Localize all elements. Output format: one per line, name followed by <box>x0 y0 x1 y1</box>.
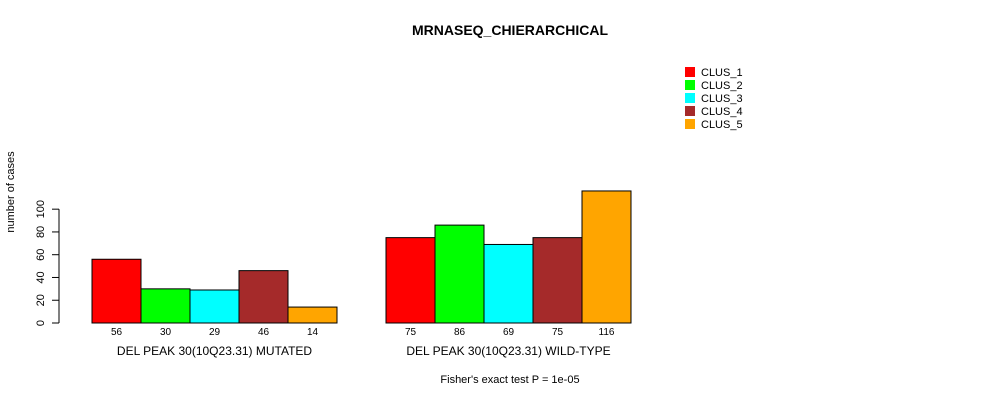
bar-value-label: 14 <box>307 327 319 338</box>
legend-label: CLUS_1 <box>701 67 743 79</box>
legend-label: CLUS_2 <box>701 80 743 92</box>
bar <box>434 224 485 324</box>
bar-value-label: 75 <box>405 327 417 338</box>
footnote: Fisher's exact test P = 1e-05 <box>440 374 579 386</box>
bar <box>483 243 534 324</box>
bar-value-label: 56 <box>111 327 123 338</box>
bar-value-label: 29 <box>209 327 221 338</box>
category-label: DEL PEAK 30(10Q23.31) MUTATED <box>117 344 313 358</box>
y-tick-label: 20 <box>35 294 47 306</box>
legend-swatch <box>685 80 695 90</box>
bar <box>238 270 289 324</box>
legend-label: CLUS_3 <box>701 93 743 105</box>
bar <box>189 289 240 324</box>
y-axis-label: number of cases <box>5 151 17 233</box>
legend-swatch <box>685 106 695 116</box>
bar-value-label: 46 <box>258 327 270 338</box>
bars: 56 30 29 46 14 DEL PEAK 30(10Q23.31) MUTATED 7… <box>91 190 632 358</box>
y-tick-label: 60 <box>35 249 47 261</box>
bar <box>91 258 142 324</box>
bar-value-label: 86 <box>454 327 466 338</box>
legend-label: CLUS_5 <box>701 119 743 131</box>
bar <box>581 190 632 324</box>
y-tick-label: 0 <box>35 320 47 326</box>
bar <box>287 306 338 324</box>
bar <box>532 237 583 324</box>
bar <box>385 237 436 324</box>
legend-swatch <box>685 119 695 129</box>
legend-label: CLUS_4 <box>701 106 743 118</box>
bar-value-label: 75 <box>552 327 564 338</box>
bar-value-label: 69 <box>503 327 515 338</box>
bar <box>140 288 191 324</box>
y-tick-label: 80 <box>35 226 47 238</box>
y-tick-label: 40 <box>35 271 47 283</box>
y-tick-label: 100 <box>35 200 47 218</box>
bar-value-label: 30 <box>160 327 172 338</box>
legend-swatch <box>685 93 695 103</box>
chart-title: MRNASEQ_CHIERARCHICAL <box>412 22 608 38</box>
bar-value-label: 116 <box>599 327 615 338</box>
y-axis-ticks: 0 20 40 60 80 100 <box>35 200 59 326</box>
category-label: DEL PEAK 30(10Q23.31) WILD-TYPE <box>406 344 610 358</box>
legend-swatch <box>685 67 695 77</box>
